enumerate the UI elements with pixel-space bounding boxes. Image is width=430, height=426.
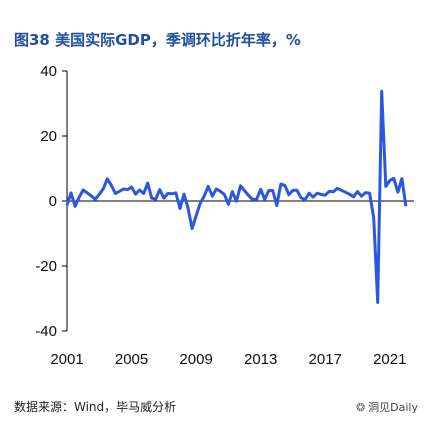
x-tick-label: 2021 bbox=[373, 351, 406, 368]
y-tick-label: -20 bbox=[35, 258, 57, 275]
x-tick-label: 2017 bbox=[309, 351, 342, 368]
y-tick-label: 40 bbox=[40, 63, 57, 80]
x-tick-label: 2009 bbox=[179, 351, 212, 368]
series-line bbox=[65, 89, 408, 304]
source-note: 数据来源：Wind，毕马威分析 bbox=[14, 400, 177, 414]
y-tick-label: 20 bbox=[40, 128, 57, 145]
watermark: ❂ 洞见Daily bbox=[356, 399, 418, 415]
wechat-icon: ❂ bbox=[355, 400, 366, 414]
x-tick-label: 2005 bbox=[115, 351, 148, 368]
x-tick-label: 2013 bbox=[244, 351, 277, 368]
y-tick-label: -40 bbox=[35, 323, 57, 340]
y-tick-label: 0 bbox=[49, 193, 57, 210]
x-tick-label: 2001 bbox=[50, 351, 83, 368]
chart-title: 图38 美国实际GDP，季调环比折年率，% bbox=[14, 31, 301, 49]
watermark-text: 洞见Daily bbox=[368, 401, 418, 414]
